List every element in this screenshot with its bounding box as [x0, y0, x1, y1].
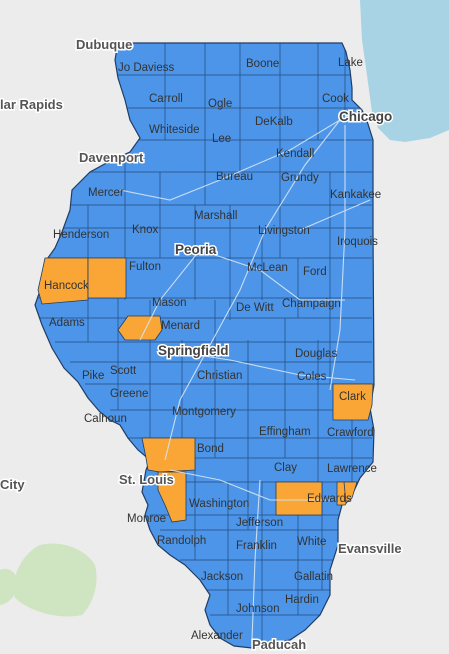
county-mcdonough-highlight[interactable] [87, 257, 127, 299]
label-livingston: Livingston [258, 225, 310, 237]
highway-line [329, 125, 346, 391]
label-hardin: Hardin [285, 594, 319, 606]
label-adams: Adams [49, 317, 85, 329]
label-jackson: Jackson [201, 571, 243, 583]
label-alexander: Alexander [191, 630, 243, 642]
green-area-missouri-2 [0, 568, 19, 605]
label-st-louis: St. Louis [119, 472, 174, 487]
label-kansas-city: City [0, 477, 25, 492]
label-gallatin: Gallatin [294, 571, 333, 583]
label-mclean: McLean [247, 262, 288, 274]
label-randolph: Randolph [157, 535, 206, 547]
label-evansville: Evansville [338, 541, 402, 556]
label-greene: Greene [110, 388, 148, 400]
label-iroquois: Iroquois [337, 236, 378, 248]
label-dubuque: Dubuque [76, 37, 132, 52]
label-dekalb: DeKalb [255, 116, 293, 128]
label-ford: Ford [303, 266, 327, 278]
highway-line [139, 249, 201, 341]
label-peoria: Peoria [175, 242, 217, 257]
label-kankakee: Kankakee [330, 189, 381, 201]
label-fulton: Fulton [129, 261, 161, 273]
label-white: White [297, 536, 326, 548]
label-springfield: Springfield [158, 343, 229, 358]
label-jo-daviess: Jo Daviess [118, 62, 174, 74]
highways [119, 119, 371, 641]
lake-michigan [360, 0, 449, 142]
label-lawrence: Lawrence [327, 463, 377, 475]
highway-line [164, 349, 356, 381]
label-kendall: Kendall [276, 148, 314, 160]
label-knox: Knox [132, 224, 158, 236]
label-carroll: Carroll [149, 93, 183, 105]
label-crawford: Crawford [327, 427, 374, 439]
label-champaign: Champaign [282, 298, 341, 310]
highway-line [199, 249, 345, 301]
label-clark: Clark [339, 391, 366, 403]
highway-line [119, 119, 341, 201]
label-mason: Mason [152, 297, 187, 309]
label-calhoun: Calhoun [84, 413, 127, 425]
label-de-witt: De Witt [236, 302, 275, 314]
label-johnson: Johnson [236, 603, 279, 615]
label-christian: Christian [197, 370, 242, 382]
label-menard: Menard [161, 320, 200, 332]
label-paducah: Paducah [252, 637, 306, 652]
label-clay: Clay [274, 462, 297, 474]
county-madison-highlight[interactable] [141, 437, 196, 473]
label-mercer: Mercer [88, 187, 124, 199]
highway-line [169, 469, 330, 501]
label-ogle: Ogle [208, 98, 232, 110]
label-scott: Scott [110, 365, 137, 377]
county-wayne-highlight[interactable] [275, 481, 323, 516]
label-edwards: Edwards [307, 493, 352, 505]
label-cook: Cook [322, 93, 349, 105]
label-hancock: Hancock [44, 280, 89, 292]
highway-line [299, 199, 371, 231]
label-coles: Coles [297, 371, 327, 383]
label-whiteside: Whiteside [149, 124, 200, 136]
label-montgomery: Montgomery [172, 406, 236, 418]
label-monroe: Monroe [127, 513, 166, 525]
label-franklin: Franklin [236, 540, 277, 552]
label-marshall: Marshall [194, 210, 237, 222]
county-menard-highlight[interactable] [117, 315, 163, 341]
label-bureau: Bureau [216, 171, 253, 183]
county-wabash-highlight[interactable] [343, 481, 358, 504]
county-stclair-highlight[interactable] [157, 471, 187, 523]
label-chicago: Chicago [339, 109, 392, 124]
highway-line [164, 119, 341, 461]
label-lake: Lake [338, 57, 363, 69]
label-douglas: Douglas [295, 348, 337, 360]
label-effingham: Effingham [259, 426, 311, 438]
label-lee: Lee [212, 133, 231, 145]
label-washington: Washington [189, 498, 249, 510]
label-grundy: Grundy [281, 172, 319, 184]
label-bond: Bond [197, 443, 224, 455]
green-area-missouri [13, 543, 97, 617]
label-henderson: Henderson [53, 229, 109, 241]
label-jefferson: Jefferson [236, 517, 283, 529]
label-pike: Pike [82, 370, 104, 382]
label-boone: Boone [246, 58, 279, 70]
county-clark-highlight[interactable] [332, 383, 374, 421]
highway-line [251, 479, 261, 641]
label-davenport: Davenport [79, 150, 144, 165]
label-cedar-rapids: lar Rapids [0, 97, 63, 112]
